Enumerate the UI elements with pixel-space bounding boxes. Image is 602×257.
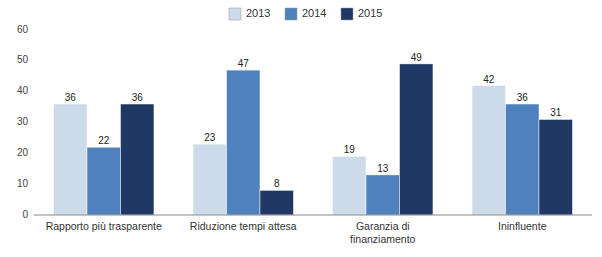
chart-container: 0 10 20 30 40 50 60 36 23 19 42 22 47 13 36 36 8 49 31 Rapp… [0,0,602,257]
x-tick-label-line: Rapporto più trasparente [46,220,162,232]
bar [120,104,153,215]
bar [227,70,260,215]
legend-swatch [229,8,241,20]
legend: 2013 2014 2015 [229,7,382,20]
legend-swatch [285,8,297,20]
data-label: 42 [483,74,495,85]
bars [54,64,573,215]
x-tick-label: Rapporto più trasparente [46,220,162,232]
data-label: 36 [65,92,77,103]
x-tick-label-line: Riduzione tempi attesa [190,220,297,232]
data-label: 31 [550,107,562,118]
y-tick-label: 30 [17,116,29,127]
y-tick-label: 20 [17,147,29,158]
data-label: 22 [98,135,110,146]
x-tick-label: Ininfluente [498,220,547,232]
x-tick-label: Riduzione tempi attesa [190,220,297,232]
chart: 0 10 20 30 40 50 60 36 23 19 42 22 47 13 36 36 8 49 31 Rapp… [0,0,602,257]
data-label: 49 [411,52,423,63]
legend-label: 2014 [302,7,326,19]
data-label: 13 [377,163,389,174]
x-tick-label-line: finanziamento [350,233,416,245]
y-tick-label: 40 [17,85,29,96]
y-tick-label: 60 [17,24,29,35]
bar [87,147,120,215]
bar [472,86,505,216]
x-tick-label: Garanzia difinanziamento [350,220,416,245]
data-label: 8 [274,178,280,189]
bar [260,190,293,215]
x-tick-label-line: Ininfluente [498,220,547,232]
bar [366,175,399,215]
y-tick-label: 50 [17,54,29,65]
data-label: 36 [132,92,144,103]
data-label: 36 [517,92,529,103]
y-tick-label: 0 [22,209,28,220]
bar [399,64,432,215]
bar [506,104,539,215]
x-axis [34,215,592,216]
bar [539,119,572,215]
legend-label: 2013 [246,7,270,19]
data-label: 19 [344,144,356,155]
bar [193,144,226,215]
bar [54,104,87,215]
data-labels: 36 23 19 42 22 47 13 36 36 8 49 31 [65,52,562,189]
bar [333,156,366,215]
data-label: 23 [204,132,216,143]
data-label: 47 [238,58,250,69]
y-tick-label: 10 [17,178,29,189]
legend-swatch [341,8,353,20]
x-tick-label-line: Garanzia di [356,220,410,232]
legend-label: 2015 [358,7,382,19]
